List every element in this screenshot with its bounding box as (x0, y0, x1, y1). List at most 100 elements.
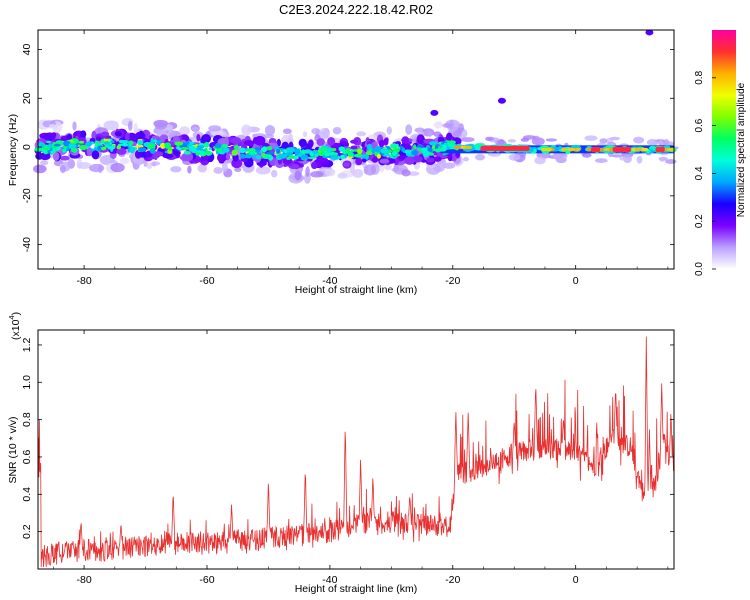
spectrogram-cell (352, 168, 364, 178)
spectrogram-cell (387, 158, 396, 164)
spectrogram-cell (374, 146, 382, 153)
spectrogram-cell (62, 148, 67, 153)
snr-y-tick-label: 1.0 (21, 375, 33, 390)
spectrogram-cell (594, 158, 608, 163)
spectrogram-cell (376, 153, 381, 159)
spectrogram-cell (507, 139, 517, 143)
spectrogram-cell (286, 138, 294, 143)
spectrogram-cell (187, 165, 192, 174)
snr-multiplier-base: (x10 (10, 319, 22, 340)
spectrogram-cell (311, 127, 320, 135)
spectrogram-cell (111, 140, 115, 144)
spectrogram-cell (239, 147, 246, 154)
spectrogram-cell (103, 138, 111, 143)
spectrogram-cell (119, 157, 130, 165)
spectrogram-cell (282, 128, 292, 135)
snr-multiplier: (x104) (7, 312, 22, 340)
spectrogram-cell (427, 147, 433, 152)
spectrogram-cell (401, 136, 410, 145)
spectrogram-cell (405, 124, 413, 135)
spectrogram-cell (85, 142, 90, 147)
spectrogram-cell (261, 146, 268, 153)
spectrogram-cell (305, 166, 310, 177)
spectrogram-x-tick-label: -40 (322, 275, 337, 287)
spectrogram-cell (294, 148, 301, 155)
spectrogram-cell (122, 142, 129, 147)
spectrogram-cell (319, 146, 328, 152)
snr-x-tick-label: -80 (76, 574, 91, 586)
spectrogram-cell (59, 155, 70, 161)
spectrogram-cell (599, 138, 608, 144)
spectrogram-cell (221, 161, 228, 173)
spectrogram-cell (278, 153, 288, 159)
spectrogram-cell (89, 163, 105, 173)
spectrogram-cell (265, 151, 275, 155)
spectrogram-cell (316, 138, 325, 146)
spectrogram-cell (40, 160, 49, 166)
snr-x-tick-label: -20 (445, 574, 460, 586)
spectrogram-cell (264, 125, 276, 136)
spectrogram-cell (208, 125, 222, 132)
spectrogram-cell (243, 139, 255, 147)
spectrogram-cell (191, 146, 197, 151)
spectrogram-cell (380, 148, 389, 154)
spectrogram-cell (404, 156, 415, 165)
spectrogram-cell (195, 152, 201, 156)
snr-y-tick-label: 1.2 (21, 337, 33, 352)
spectrogram-x-tick-label: -80 (76, 275, 91, 287)
snr-x-ticks: -80 -60 -40 -20 0 (53, 330, 669, 586)
spectrogram-cell (42, 146, 51, 151)
spectrogram-cell (442, 162, 456, 169)
spectrogram-y-tick-label: -20 (21, 188, 33, 203)
spectrogram-cell (195, 147, 203, 151)
spectrogram-cell (379, 158, 390, 164)
spectrogram-cell (138, 130, 145, 141)
spectrogram-y-tick-label: 40 (21, 44, 33, 56)
spectrogram-cell (266, 146, 273, 151)
snr-x-tick-label: 0 (573, 574, 579, 586)
spectrogram-cell (646, 139, 659, 146)
spectrogram-cell (110, 162, 125, 173)
spectrogram-cell (109, 145, 115, 150)
spectrogram-cell (350, 149, 355, 153)
colorbar-tick-label: 0.0 (694, 262, 705, 276)
spectrogram-cell (321, 161, 330, 168)
spectrogram-cell (309, 171, 324, 178)
spectrogram-marks (33, 29, 679, 184)
spectrogram-cell (371, 157, 378, 163)
spectrogram-cell (154, 123, 167, 130)
spectrogram-cell (156, 139, 162, 145)
spectrogram-cell (234, 167, 242, 173)
spectrogram-cell (196, 133, 201, 142)
spectrogram-cell (384, 163, 392, 171)
spectrogram-cell (152, 151, 164, 157)
spectrogram-y-tick-label: 20 (21, 92, 33, 104)
spectrogram-cell (94, 140, 100, 144)
spectrogram-cell (72, 121, 77, 131)
snr-frame (37, 329, 675, 570)
spectrogram-cell (116, 148, 127, 155)
colorbar-tick-label: 0.6 (694, 118, 705, 132)
spectrogram-cell (127, 132, 137, 143)
spectrogram-cell (33, 164, 47, 174)
spectrogram-cell (300, 154, 309, 160)
spectrogram-cell (433, 156, 442, 162)
spectrogram-cell (168, 146, 173, 151)
snr-y-axis-label: SNR (10 * v/v) (7, 416, 19, 483)
spectrogram-cell (542, 147, 553, 152)
spectrogram-cell (150, 137, 154, 145)
spectrogram-cell (196, 145, 205, 149)
spectrogram-cell (534, 156, 546, 165)
spectrogram-cell (59, 164, 66, 174)
spectrogram-cell (89, 148, 95, 152)
spectrogram-cell (179, 126, 190, 136)
spectrogram-cell (331, 147, 337, 152)
spectrogram-cell (91, 150, 100, 160)
spectrogram-cell (148, 142, 156, 148)
spectrogram-cell (332, 126, 342, 135)
spectrogram-panel: -80 -60 -40 -20 0 -40 -20 0 20 40 Height of stra… (7, 29, 679, 296)
spectrogram-cell (363, 165, 368, 175)
spectrogram-cell (391, 150, 398, 156)
spectrogram-cell (127, 120, 133, 132)
spectrogram-cell (365, 150, 373, 156)
